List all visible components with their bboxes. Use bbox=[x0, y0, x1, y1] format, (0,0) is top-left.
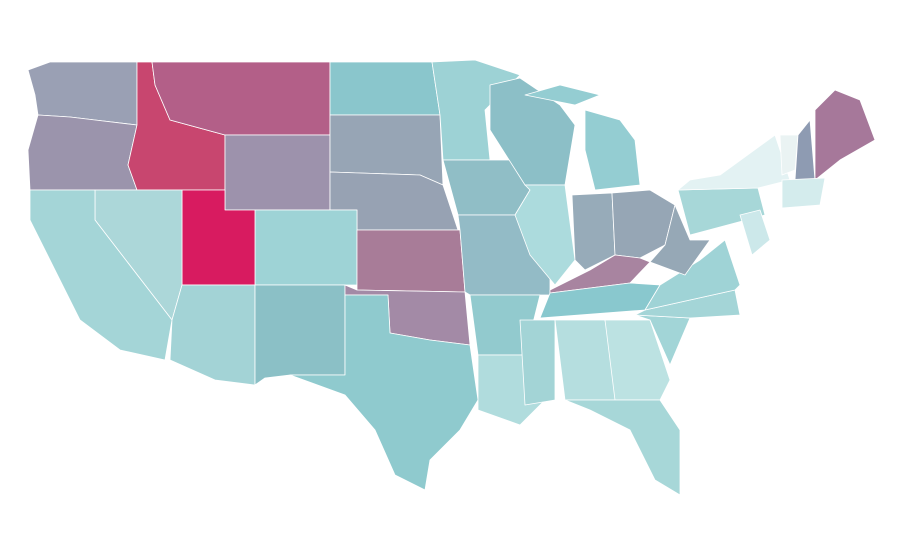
state-region bbox=[254, 284, 346, 386]
state-region bbox=[169, 284, 256, 386]
state-region bbox=[356, 229, 466, 293]
state-region bbox=[739, 209, 771, 256]
state-region bbox=[329, 61, 441, 116]
state-region bbox=[814, 89, 876, 181]
state-region bbox=[649, 204, 711, 276]
state-region bbox=[564, 399, 681, 496]
state-region bbox=[224, 134, 331, 211]
state-region bbox=[289, 294, 479, 491]
state-region bbox=[794, 119, 816, 181]
state-region bbox=[571, 192, 616, 271]
state-region bbox=[604, 319, 671, 401]
state-region bbox=[779, 134, 799, 176]
state-region bbox=[514, 184, 576, 286]
state-region bbox=[29, 189, 173, 361]
state-region bbox=[781, 177, 826, 209]
state-region bbox=[644, 239, 741, 311]
state-region bbox=[254, 209, 358, 286]
state-region bbox=[519, 319, 556, 406]
state-region bbox=[584, 109, 641, 191]
state-region bbox=[489, 77, 576, 186]
state-region bbox=[27, 114, 138, 191]
state-region bbox=[677, 134, 791, 191]
state-region bbox=[524, 84, 601, 106]
